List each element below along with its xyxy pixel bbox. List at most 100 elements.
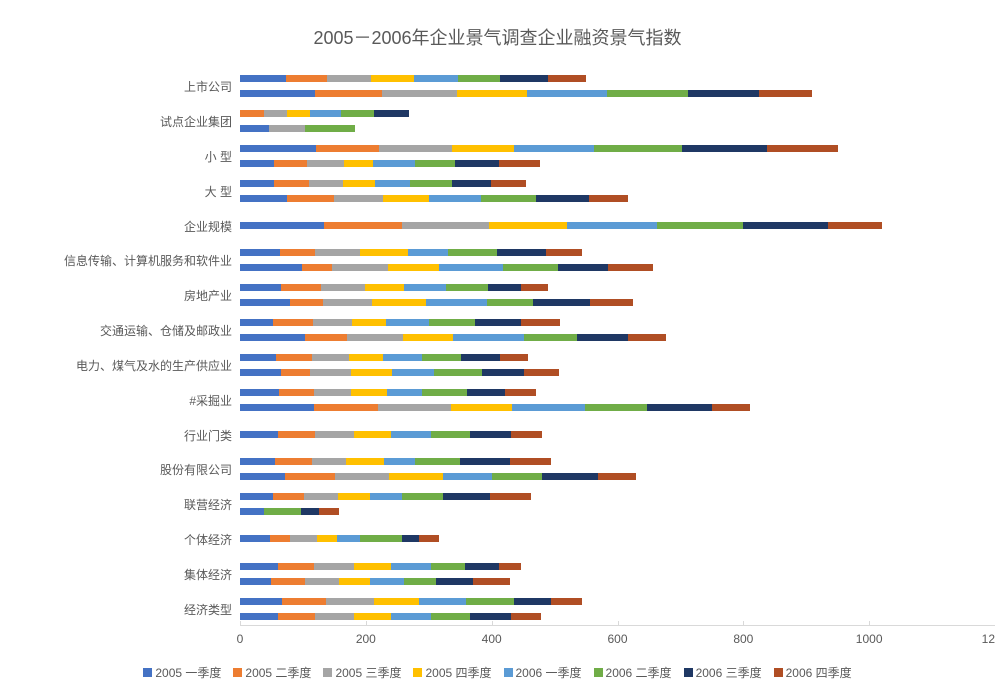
bar-segment [310, 369, 352, 376]
bar-segment [743, 222, 828, 229]
bar-segment [429, 319, 475, 326]
stacked-bar [240, 222, 882, 229]
bar-segment [274, 180, 309, 187]
category-group: 试点企业集团 [240, 104, 995, 139]
x-tick-label: 600 [607, 632, 627, 646]
bar-segment [448, 249, 498, 256]
bar-segment [365, 284, 403, 291]
bar-segment [422, 354, 461, 361]
bar-segment [461, 354, 500, 361]
stacked-bar [240, 578, 510, 585]
stacked-bar [240, 369, 559, 376]
plot-area: 020040060080010001200上市公司试点企业集团小 型大 型企业规… [240, 55, 995, 640]
bar-segment [305, 125, 355, 132]
bar-segment [240, 284, 281, 291]
stacked-bar [240, 125, 355, 132]
stacked-bar [240, 319, 560, 326]
bar-segment [334, 195, 383, 202]
bar-segment [323, 299, 372, 306]
stacked-bar [240, 90, 812, 97]
bar-segment [370, 578, 404, 585]
stacked-bar [240, 354, 528, 361]
bar-segment [514, 145, 595, 152]
bar-segment [503, 264, 558, 271]
bar-segment [431, 613, 470, 620]
category-label: 信息传输、计算机服务和软件业 [64, 252, 232, 269]
bar-segment [391, 613, 431, 620]
stacked-bar [240, 249, 582, 256]
bar-segment [431, 431, 470, 438]
bar-segment [305, 334, 347, 341]
bar-segment [422, 389, 467, 396]
bar-segment [287, 195, 334, 202]
bar-segment [759, 90, 812, 97]
bar-segment [688, 90, 759, 97]
category-group: 集体经济 [240, 556, 995, 591]
bar-segment [391, 431, 431, 438]
legend-item: 2005 二季度 [233, 664, 311, 681]
legend-item: 2006 三季度 [684, 664, 762, 681]
bar-segment [434, 369, 481, 376]
bar-segment [240, 508, 264, 515]
bar-segment [319, 508, 339, 515]
bar-segment [240, 578, 271, 585]
bar-segment [240, 125, 269, 132]
bar-segment [402, 493, 442, 500]
bar-segment [274, 160, 307, 167]
bar-segment [536, 195, 588, 202]
bar-segment [335, 473, 389, 480]
bar-segment [490, 493, 531, 500]
bar-segment [511, 431, 542, 438]
bar-segment [594, 145, 681, 152]
bar-segment [379, 145, 452, 152]
bar-segment [475, 319, 521, 326]
bar-segment [481, 195, 536, 202]
bar-segment [443, 493, 491, 500]
bar-segment [828, 222, 883, 229]
category-label: 房地产业 [184, 287, 232, 304]
chart-title: 2005－2006年企业景气调查企业融资景气指数 [0, 24, 995, 50]
bar-segment [608, 264, 653, 271]
bar-segment [313, 319, 352, 326]
bar-segment [240, 404, 314, 411]
bar-segment [338, 493, 370, 500]
legend-item: 2005 四季度 [413, 664, 491, 681]
bar-segment [387, 389, 422, 396]
bar-segment [473, 578, 510, 585]
bar-segment [404, 284, 447, 291]
legend-swatch [684, 668, 693, 677]
bar-segment [500, 354, 528, 361]
legend-swatch [233, 668, 242, 677]
legend-label: 2006 二季度 [606, 666, 672, 680]
bar-segment [647, 404, 712, 411]
bar-segment [403, 334, 453, 341]
bar-segment [351, 369, 391, 376]
bar-segment [240, 222, 324, 229]
bar-segment [264, 508, 301, 515]
bar-segment [374, 598, 419, 605]
bar-segment [410, 180, 452, 187]
bar-segment [548, 75, 586, 82]
bar-segment [354, 431, 390, 438]
legend-swatch [774, 668, 783, 677]
bar-segment [384, 458, 415, 465]
bar-segment [240, 535, 270, 542]
bar-segment [558, 264, 608, 271]
category-group: #采掘业 [240, 382, 995, 417]
bar-segment [316, 145, 380, 152]
bar-segment [304, 493, 337, 500]
bar-segment [240, 493, 273, 500]
stacked-bar [240, 334, 666, 341]
bar-segment [354, 563, 390, 570]
bar-segment [514, 598, 552, 605]
category-group: 上市公司 [240, 69, 995, 104]
bar-segment [455, 160, 499, 167]
category-group: 房地产业 [240, 278, 995, 313]
stacked-bar [240, 160, 540, 167]
stacked-bar [240, 299, 633, 306]
stacked-bar [240, 493, 531, 500]
bar-segment [497, 249, 545, 256]
stacked-bar [240, 145, 838, 152]
category-label: 大 型 [205, 183, 232, 200]
legend-label: 2006 一季度 [516, 666, 582, 680]
